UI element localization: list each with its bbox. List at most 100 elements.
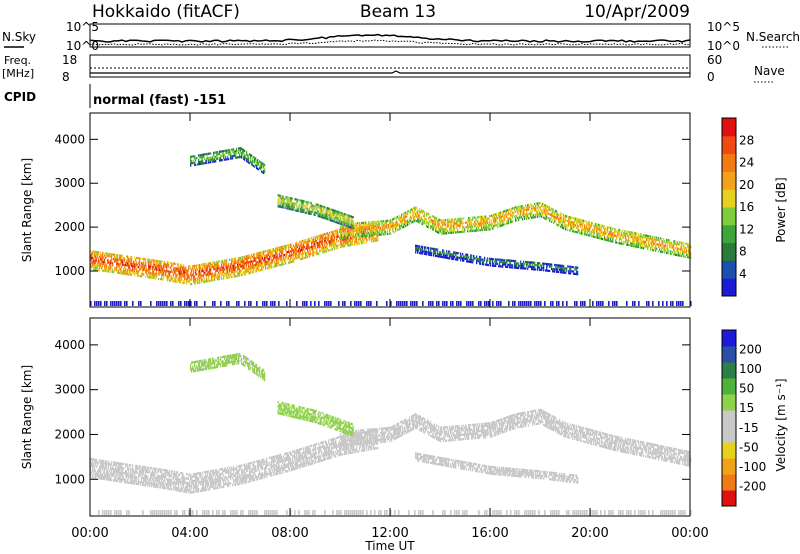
- heatmap-cell: [201, 279, 203, 282]
- heatmap-cell: [437, 222, 439, 225]
- heatmap-cell: [282, 250, 284, 253]
- heatmap-cell: [110, 268, 112, 271]
- heatmap-cell: [94, 259, 96, 262]
- heatmap-cell: [462, 257, 464, 260]
- heatmap-cell: [415, 212, 417, 216]
- heatmap-cell: [281, 201, 283, 204]
- heatmap-cell: [595, 236, 597, 239]
- heatmap-cell: [139, 257, 141, 260]
- heatmap-cell: [281, 245, 283, 249]
- heatmap-cell: [316, 253, 318, 256]
- heatmap-cell: [455, 251, 457, 254]
- heatmap-cell: [537, 268, 539, 271]
- heatmap-cell: [415, 246, 417, 250]
- heatmap-cell: [198, 154, 200, 157]
- heatmap-cell: [576, 217, 578, 221]
- heatmap-cell: [448, 252, 450, 255]
- heatmap-cell: [583, 222, 585, 225]
- heatmap-cell: [264, 163, 266, 167]
- heatmap-cell: [396, 216, 398, 219]
- heatmap-cell: [214, 261, 216, 264]
- heatmap-cell: [170, 262, 172, 265]
- heatmap-cell: [158, 273, 160, 276]
- heatmap-cell: [475, 257, 477, 260]
- heatmap-cell: [563, 227, 565, 230]
- heatmap-cell: [419, 247, 421, 250]
- heatmap-cell: [343, 224, 345, 227]
- heatmap-cell: [242, 150, 244, 153]
- heatmap-cell: [342, 219, 344, 222]
- heatmap-cell: [530, 214, 532, 217]
- heatmap-cell: [351, 224, 353, 227]
- heatmap-cell: [97, 461, 99, 464]
- heatmap-cell: [278, 194, 280, 197]
- heatmap-cell: [287, 200, 289, 204]
- heatmap-cell: [192, 273, 194, 277]
- heatmap-cell: [257, 256, 259, 259]
- heatmap-cell: [535, 207, 537, 210]
- heatmap-cell: [209, 156, 211, 159]
- heatmap-cell: [628, 239, 630, 242]
- heatmap-cell: [439, 218, 441, 222]
- heatmap-cell: [259, 258, 261, 261]
- heatmap-cell: [245, 157, 247, 160]
- heatmap-cell: [316, 251, 318, 254]
- heatmap-cell: [557, 266, 559, 269]
- heatmap-cell: [386, 226, 388, 229]
- heatmap-cell: [556, 301, 558, 306]
- heatmap-cell: [293, 258, 295, 261]
- heatmap-cell: [337, 246, 339, 249]
- heatmap-cell: [334, 230, 336, 233]
- heatmap-cell: [96, 266, 98, 269]
- heatmap-cell: [596, 301, 598, 306]
- heatmap-cell: [350, 215, 352, 218]
- heatmap-cell: [478, 260, 480, 263]
- heatmap-cell: [261, 262, 263, 265]
- heatmap-cell: [172, 301, 174, 306]
- heatmap-cell: [519, 210, 521, 213]
- heatmap-cell: [329, 210, 331, 213]
- heatmap-cell: [317, 214, 319, 217]
- heatmap-cell: [427, 225, 429, 228]
- heatmap-cell: [370, 234, 372, 237]
- heatmap-cell: [202, 278, 204, 281]
- heatmap-cell: [330, 248, 332, 251]
- heatmap-cell: [653, 244, 655, 247]
- heatmap-cell: [511, 220, 513, 223]
- heatmap-cell: [564, 221, 566, 224]
- heatmap-cell: [493, 216, 495, 219]
- heatmap-cell: [295, 244, 297, 247]
- heatmap-cell: [526, 208, 528, 211]
- heatmap-cell: [288, 207, 290, 210]
- heatmap-cell: [332, 232, 334, 236]
- heatmap-cell: [180, 301, 182, 306]
- heatmap-cell: [358, 226, 360, 229]
- heatmap-cell: [647, 239, 649, 242]
- heatmap-cell: [520, 207, 522, 210]
- heatmap-cell: [210, 156, 212, 159]
- heatmap-cell: [222, 273, 224, 276]
- heatmap-cell: [476, 259, 478, 262]
- heatmap-cell: [205, 265, 207, 268]
- heatmap-cell: [302, 257, 304, 260]
- heatmap-cell: [448, 225, 450, 228]
- heatmap-cell: [270, 266, 272, 269]
- heatmap-cell: [376, 222, 378, 226]
- heatmap-cell: [131, 264, 133, 268]
- heatmap-cell: [226, 268, 228, 271]
- heatmap-cell: [302, 211, 304, 214]
- heatmap-cell: [349, 239, 351, 242]
- heatmap-cell: [132, 267, 134, 270]
- heatmap-cell: [138, 301, 140, 306]
- heatmap-cell: [435, 248, 437, 251]
- heatmap-cell: [527, 267, 529, 270]
- heatmap-cell: [305, 211, 307, 214]
- heatmap-cell: [611, 231, 613, 234]
- heatmap-cell: [325, 232, 327, 235]
- heatmap-cell: [679, 254, 681, 257]
- heatmap-cell: [594, 231, 596, 234]
- heatmap-cell: [337, 210, 339, 214]
- heatmap-cell: [290, 243, 292, 246]
- heatmap-cell: [497, 262, 499, 265]
- heatmap-cell: [252, 271, 254, 274]
